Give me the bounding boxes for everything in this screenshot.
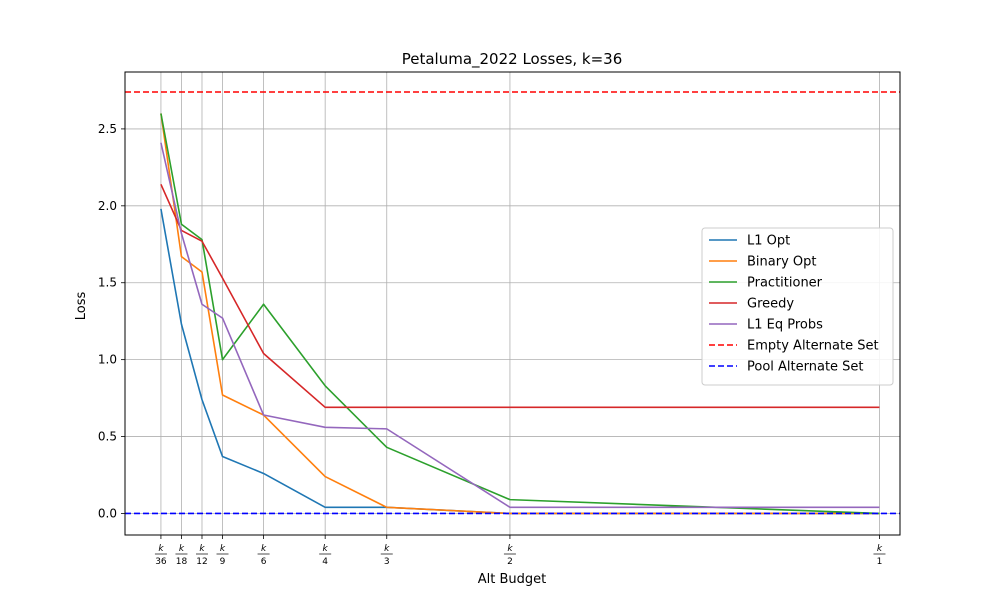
x-tick-denominator: 12 [196, 557, 207, 567]
y-tick-label: 0.0 [98, 506, 117, 520]
y-axis-label: Loss [74, 292, 89, 321]
x-tick-numerator: k [877, 544, 883, 554]
x-tick-numerator: k [158, 544, 164, 554]
legend-label: L1 Opt [747, 234, 790, 249]
x-tick-denominator: 4 [322, 557, 328, 567]
y-tick-label: 1.0 [98, 353, 117, 367]
x-tick-numerator: k [179, 544, 185, 554]
x-tick-label: k2 [503, 544, 516, 567]
x-tick-numerator: k [220, 544, 226, 554]
x-tick-numerator: k [384, 544, 390, 554]
x-tick-label: k 36 [154, 544, 167, 567]
y-axis-ticks: 0.0 0.5 1.0 1.5 2.0 2.5 [98, 122, 125, 520]
y-tick-label: 2.0 [98, 199, 117, 213]
legend-entry: Empty Alternate Set [709, 339, 879, 354]
legend: L1 Opt Binary Opt Practitioner Greedy L1 Eq … [701, 227, 894, 386]
x-tick-label: k6 [257, 544, 270, 567]
x-tick-label: k9 [216, 544, 229, 567]
series-greedy-line [160, 183, 880, 409]
legend-entry: L1 Eq Probs [709, 318, 823, 333]
x-tick-denominator: 2 [507, 557, 513, 567]
legend-label: Pool Alternate Set [747, 360, 864, 375]
legend-box [701, 227, 894, 386]
y-tick-label: 2.5 [98, 122, 117, 136]
x-tick-denominator: 9 [220, 557, 226, 567]
chart-title: Petaluma_2022 Losses, k=36 [402, 50, 623, 69]
x-tick-denominator: 36 [155, 557, 167, 567]
x-tick-denominator: 1 [877, 557, 883, 567]
legend-entry: Practitioner [709, 276, 823, 291]
legend-label: Binary Opt [747, 255, 817, 270]
x-tick-numerator: k [199, 544, 205, 554]
x-tick-denominator: 6 [261, 557, 267, 567]
x-tick-label: k 18 [175, 544, 188, 567]
legend-entry: Greedy [709, 297, 794, 312]
legend-label: Practitioner [747, 276, 823, 291]
x-axis-label: Alt Budget [478, 572, 547, 587]
series-practitioner-line [160, 113, 880, 515]
x-tick-denominator: 3 [384, 557, 390, 567]
x-tick-numerator: k [261, 544, 267, 554]
legend-label: Greedy [747, 297, 794, 312]
x-tick-numerator: k [507, 544, 513, 554]
legend-entry: Pool Alternate Set [709, 360, 864, 375]
legend-label: Empty Alternate Set [747, 339, 879, 354]
x-tick-numerator: k [323, 544, 329, 554]
x-tick-denominator: 18 [176, 557, 188, 567]
x-tick-label: k4 [319, 544, 332, 567]
y-tick-label: 1.5 [98, 276, 117, 290]
legend-label: L1 Eq Probs [747, 318, 823, 333]
x-tick-label: k3 [380, 544, 393, 567]
series-l1-eq-probs-line [160, 142, 880, 509]
x-tick-label: k1 [873, 544, 886, 567]
legend-entry: Binary Opt [709, 255, 817, 270]
legend-entry: L1 Opt [709, 234, 790, 249]
plot-frame [124, 71, 901, 536]
plot-lines [125, 91, 900, 515]
y-tick-label: 0.5 [98, 430, 117, 444]
x-tick-label: k 12 [195, 544, 208, 567]
